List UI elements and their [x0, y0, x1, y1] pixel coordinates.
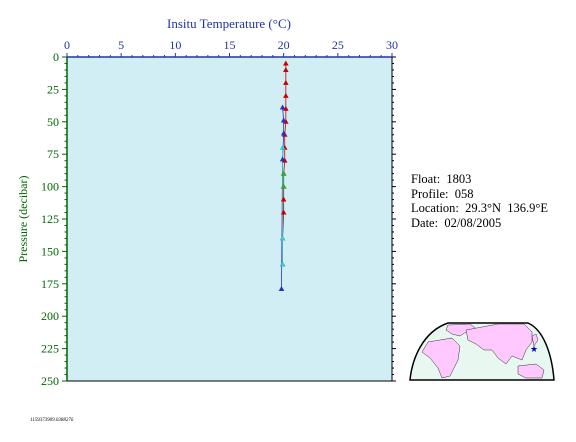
float-info: Float: 1803 Profile: 058 Location: 29.3°… — [411, 172, 548, 230]
map-land-africa — [421, 337, 461, 379]
data-point — [280, 196, 287, 202]
data-point — [279, 261, 286, 267]
map-land-japan — [531, 333, 539, 347]
y-tick-label: 125 — [41, 212, 59, 226]
y-axis: 0 25 50 75 100 125 150 175 200 225 250 — [41, 50, 396, 388]
data-point — [280, 170, 287, 176]
y-tick-label: 225 — [41, 342, 59, 356]
x-tick-label: 20 — [278, 38, 290, 52]
data-point — [279, 156, 286, 162]
location-map: ★ — [409, 322, 555, 381]
y-tick-label: 25 — [47, 82, 59, 96]
data-point — [283, 118, 289, 124]
float-id: Float: 1803 — [411, 172, 472, 186]
date: Date: 02/08/2005 — [411, 215, 502, 230]
y-axis-title: Pressure (decibar) — [16, 176, 30, 263]
x-tick-label: 25 — [332, 38, 344, 52]
y-tick-label: 75 — [47, 147, 59, 161]
data-point — [279, 104, 286, 110]
data-point — [279, 144, 286, 150]
data-point — [283, 105, 289, 111]
data-point — [278, 285, 285, 291]
y-tick-label: 175 — [41, 277, 59, 291]
map-land-australia — [517, 363, 545, 379]
data-point — [283, 60, 289, 66]
x-tick-label: 0 — [64, 38, 70, 52]
y-tick-label: 150 — [41, 244, 59, 258]
map-land-asia — [465, 323, 533, 365]
star-icon: ★ — [530, 345, 538, 355]
footnote: 1159373909.0388276 — [30, 418, 74, 423]
y-tick-label: 50 — [47, 115, 59, 129]
x-tick-label: 5 — [118, 38, 124, 52]
x-axis-title: Insitu Temperature (°C) — [167, 16, 291, 31]
data-point — [279, 235, 286, 241]
data-point — [283, 79, 289, 85]
data-point — [280, 183, 287, 189]
y-tick-label: 200 — [41, 309, 59, 323]
data-marks — [278, 60, 289, 291]
x-tick-label: 30 — [386, 38, 398, 52]
location: Location: 29.3°N 136.9°E — [411, 201, 549, 215]
plot-background — [66, 56, 393, 382]
data-point — [280, 117, 287, 123]
data-point — [280, 130, 287, 136]
y-tick-label: 0 — [53, 50, 59, 64]
y-tick-label: 100 — [41, 180, 59, 194]
data-point — [283, 92, 289, 98]
data-point — [280, 209, 287, 215]
data-point — [281, 157, 288, 163]
data-point — [283, 66, 289, 72]
x-axis: 0 5 10 15 20 25 30 — [64, 38, 398, 58]
profile-number: Profile: 058 — [411, 186, 474, 201]
x-tick-label: 15 — [224, 38, 236, 52]
y-tick-label: 250 — [41, 374, 59, 388]
x-tick-label: 10 — [169, 38, 181, 52]
